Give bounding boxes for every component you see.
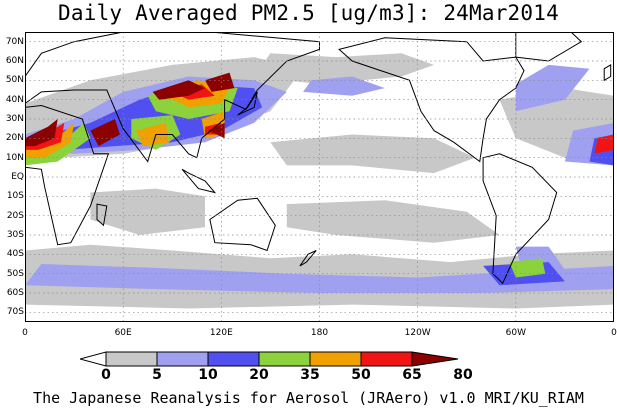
india-orange xyxy=(136,122,169,147)
africa-coast xyxy=(25,104,110,246)
mideast-darkred xyxy=(90,119,120,147)
data-credit: The Japanese Reanalysis for Aerosol (JRA… xyxy=(33,389,584,407)
gobi-darkred xyxy=(205,72,235,92)
map-frame xyxy=(25,32,614,322)
colorbar-low-arrow xyxy=(80,351,107,367)
southern-midlat-band xyxy=(286,200,500,243)
lat-tick-label: 30S xyxy=(6,230,24,240)
lat-tick-label: 70S xyxy=(6,307,24,318)
colorbar xyxy=(80,351,459,367)
map-title: Daily Averaged PM2.5 [ug/m3]: 24Mar2014 xyxy=(58,1,559,25)
colorbar-segment xyxy=(156,351,209,367)
colorbar-level-label: 20 xyxy=(249,367,269,383)
lon-tick-label: 120E xyxy=(209,328,233,338)
lon-tick-label: 60E xyxy=(114,328,132,338)
lat-tick-label: 10N xyxy=(5,152,24,163)
australia-coast xyxy=(209,197,276,252)
east-china-darkred xyxy=(208,122,225,139)
colorbar-level-label: 0 xyxy=(101,367,111,383)
greenland-coast xyxy=(515,32,583,62)
colorbar-segment xyxy=(360,351,413,367)
indonesia-coast xyxy=(181,168,217,194)
pm25-map xyxy=(25,32,614,322)
colorbar-level-label: 50 xyxy=(351,367,371,383)
tropical-pacific-band xyxy=(270,134,475,174)
lat-tick-label: 50S xyxy=(6,268,24,279)
north-pacific-blue xyxy=(303,76,385,96)
colorbar-level-label: 65 xyxy=(402,367,422,383)
lat-tick-label: 10S xyxy=(6,191,24,202)
lat-tick-label: EQ xyxy=(11,172,24,182)
patagonia-green xyxy=(509,258,546,278)
lon-tick-label: 120W xyxy=(404,328,431,338)
pm25-field-layer xyxy=(25,53,614,309)
colorbar-level-label: 35 xyxy=(300,367,320,383)
lat-tick-label: 50N xyxy=(5,75,24,86)
gridline-layer xyxy=(25,32,614,322)
uk-coast xyxy=(603,64,612,82)
colorbar-segment xyxy=(207,351,260,367)
north-pacific-band xyxy=(254,53,434,85)
lat-tick-label: 60N xyxy=(5,56,24,66)
map-panel xyxy=(25,32,614,322)
lat-tick-label: 20N xyxy=(5,133,24,144)
lon-tick-label: 60W xyxy=(505,328,527,338)
south-ocean-blue xyxy=(25,264,614,293)
lon-tick-label: 180 xyxy=(310,328,329,338)
lat-tick-label: 70N xyxy=(5,36,24,47)
west-africa-red xyxy=(594,134,614,154)
colorbar-level-label: 10 xyxy=(198,367,218,383)
lat-tick-label: 30N xyxy=(5,114,24,124)
new-zealand-coast xyxy=(299,250,317,267)
taklimakan-darkred xyxy=(152,80,205,100)
lon-tick-label: 0 xyxy=(611,328,617,338)
eurasia-coast xyxy=(25,32,320,163)
colorbar-segment xyxy=(105,351,158,367)
lat-tick-label: 20S xyxy=(6,210,24,221)
indian-ocean-band xyxy=(90,188,205,235)
madagascar-coast xyxy=(96,203,108,227)
north-america-coast xyxy=(338,37,525,163)
colorbar-segment xyxy=(258,351,311,367)
lat-tick-label: 40S xyxy=(6,249,24,260)
sahara-darkred xyxy=(25,119,58,147)
colorbar-level-label: 5 xyxy=(152,367,162,383)
lon-tick-label: 0 xyxy=(22,328,28,338)
colorbar-segment xyxy=(309,351,362,367)
colorbar-high-arrow xyxy=(411,351,459,367)
lat-tick-label: 60S xyxy=(6,288,24,298)
colorbar-level-label: 80 xyxy=(453,367,473,383)
japan-coast xyxy=(237,91,258,116)
lat-tick-label: 40N xyxy=(5,94,24,105)
